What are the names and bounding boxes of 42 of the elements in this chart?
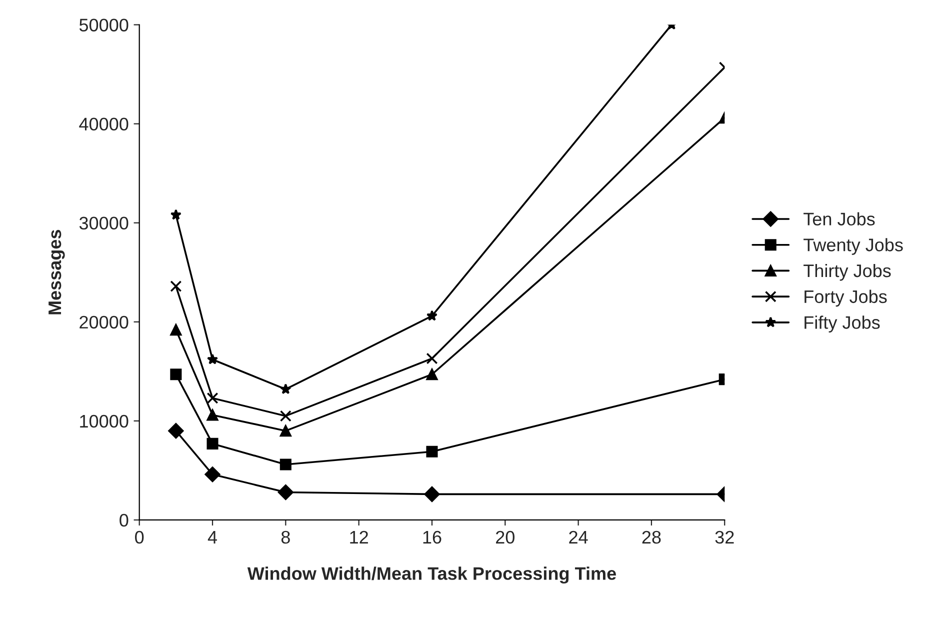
- point: [206, 354, 218, 364]
- point: [278, 484, 294, 500]
- point: [170, 209, 182, 220]
- point: [204, 466, 220, 482]
- y-tick-label: 20000: [80, 316, 128, 329]
- point: [426, 310, 438, 321]
- point: [280, 410, 292, 422]
- point: [426, 368, 438, 380]
- x-tick-label: 0: [135, 530, 144, 544]
- legend-label: Ten Jobs: [804, 212, 875, 226]
- point: [426, 352, 438, 364]
- x-tick-label: 4: [208, 531, 217, 544]
- legend-label: Twenty Jobs: [804, 238, 903, 255]
- point: [424, 486, 440, 502]
- point: [206, 392, 218, 404]
- y-tick-label: 50000: [79, 18, 128, 32]
- x-tick-label: 32: [715, 530, 734, 544]
- point: [170, 324, 182, 336]
- x-tick-label: 12: [350, 530, 368, 544]
- point: [170, 368, 182, 380]
- point: [280, 383, 292, 394]
- x-tick-label: 20: [496, 530, 514, 544]
- x-tick-label: 24: [569, 530, 588, 544]
- y-tick-label: 40000: [79, 118, 128, 131]
- x-tick-label: 28: [642, 530, 661, 544]
- x-axis-title: Window Width/Mean Task Processing Time: [247, 566, 616, 584]
- point: [168, 423, 184, 439]
- x-tick-label: 8: [281, 530, 290, 544]
- point: [280, 458, 292, 470]
- y-tick-label: 10000: [80, 414, 128, 428]
- y-axis-title: Messages: [48, 230, 65, 314]
- y-tick-label: 0: [120, 514, 128, 527]
- point: [170, 280, 182, 292]
- point: [426, 446, 438, 458]
- y-tick-label: 30000: [79, 216, 128, 230]
- legend-label: Thirty Jobs: [804, 264, 891, 281]
- legend-label: Fifty Jobs: [804, 316, 880, 332]
- legend-label: Forty Jobs: [804, 290, 887, 307]
- point: [206, 438, 218, 450]
- point: [280, 425, 292, 437]
- point: [206, 409, 218, 421]
- x-tick-label: 16: [423, 530, 442, 544]
